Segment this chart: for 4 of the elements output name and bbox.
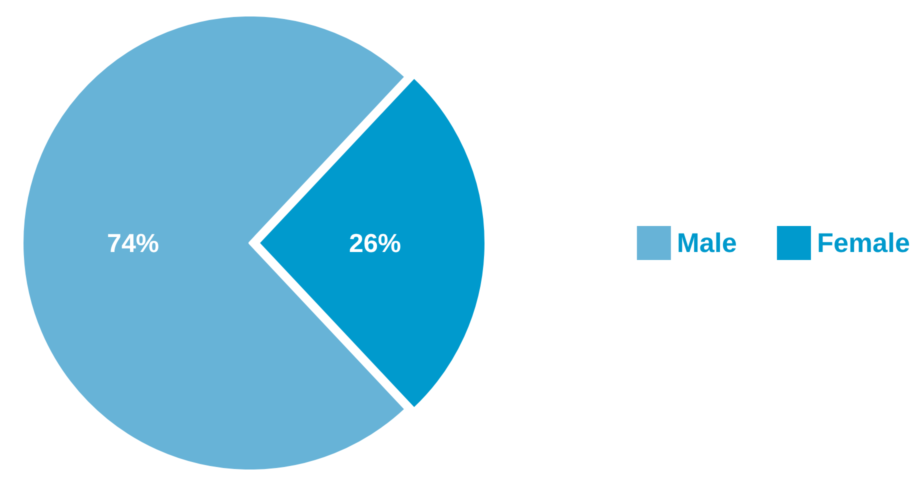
data-label: 74% (106, 228, 160, 258)
data-label: 26% (348, 228, 402, 258)
legend-label: Female (816, 228, 910, 258)
legend-label: Male (676, 228, 737, 258)
